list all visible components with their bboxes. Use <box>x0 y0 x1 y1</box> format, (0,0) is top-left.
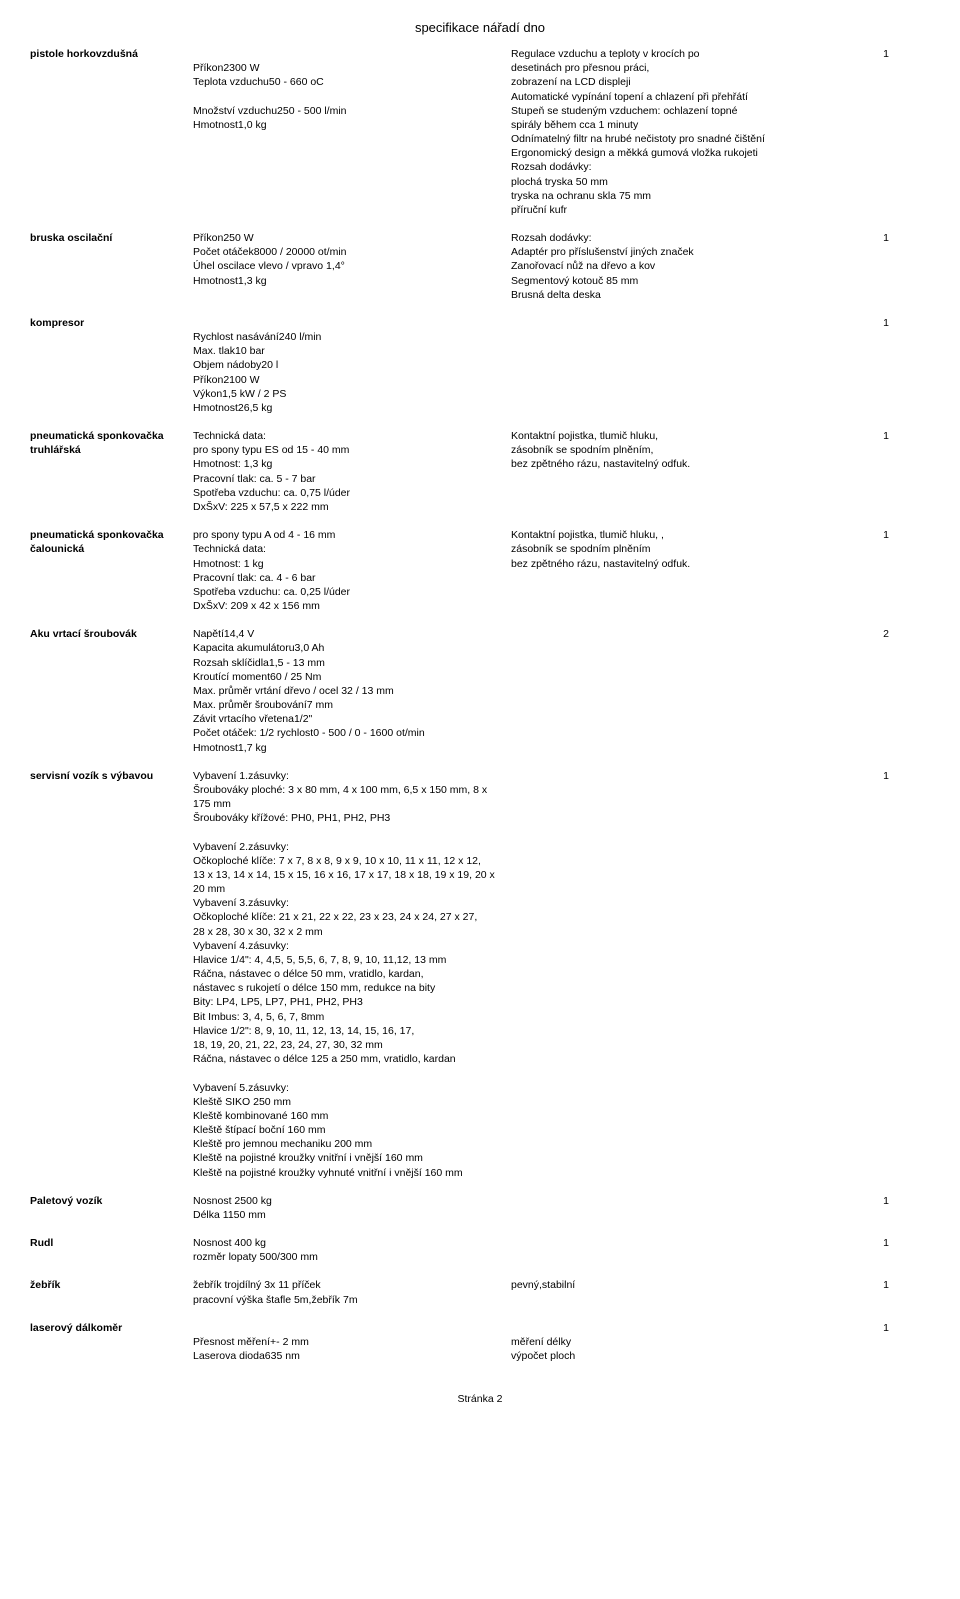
item-name: kompresor <box>30 316 193 415</box>
item-row: žebříkžebřík trojdílný 3x 11 příčekpraco… <box>30 1278 930 1306</box>
item-qty: 1 <box>859 1236 889 1264</box>
item-row: bruska oscilačníPříkon250 WPočet otáček8… <box>30 231 930 302</box>
item-row: pistole horkovzdušná Příkon2300 WTeplota… <box>30 47 930 217</box>
page-header: specifikace nářadí dno <box>30 20 930 35</box>
item-qty: 1 <box>859 1194 889 1222</box>
item-qty: 1 <box>859 1321 889 1364</box>
item-name: Paletový vozík <box>30 1194 193 1222</box>
item-desc <box>511 1194 859 1222</box>
item-qty: 1 <box>859 231 889 302</box>
item-qty: 1 <box>859 1278 889 1306</box>
item-row: Paletový vozíkNosnost 2500 kgDélka 1150 … <box>30 1194 930 1222</box>
item-spec: Vybavení 1.zásuvky:Šroubováky ploché: 3 … <box>193 769 511 1180</box>
item-row: servisní vozík s výbavouVybavení 1.zásuv… <box>30 769 930 1180</box>
item-spec: Příkon250 WPočet otáček8000 / 20000 ot/m… <box>193 231 511 302</box>
item-desc <box>511 769 859 1180</box>
item-name: pneumatická sponkovačka truhlářská <box>30 429 193 514</box>
item-name: laserový dálkoměr <box>30 1321 193 1364</box>
item-row: laserový dálkoměr Přesnost měření+- 2 mm… <box>30 1321 930 1364</box>
item-row: pneumatická sponkovačka čalounickápro sp… <box>30 528 930 613</box>
item-row: pneumatická sponkovačka truhlářskáTechni… <box>30 429 930 514</box>
item-spec: žebřík trojdílný 3x 11 příčekpracovní vý… <box>193 1278 511 1306</box>
item-name: bruska oscilační <box>30 231 193 302</box>
item-qty: 1 <box>859 316 889 415</box>
item-desc: měření délkyvýpočet ploch <box>511 1321 859 1364</box>
page-footer: Stránka 2 <box>30 1393 930 1405</box>
item-spec: Přesnost měření+- 2 mmLaserova dioda635 … <box>193 1321 511 1364</box>
item-name: Rudl <box>30 1236 193 1264</box>
item-spec: Nosnost 2500 kgDélka 1150 mm <box>193 1194 511 1222</box>
item-row: RudlNosnost 400 kgrozměr lopaty 500/300 … <box>30 1236 930 1264</box>
item-name: pneumatická sponkovačka čalounická <box>30 528 193 613</box>
item-row: kompresor Rychlost nasávání240 l/minMax.… <box>30 316 930 415</box>
item-spec: Nosnost 400 kgrozměr lopaty 500/300 mm <box>193 1236 511 1264</box>
item-desc: Rozsah dodávky:Adaptér pro příslušenství… <box>511 231 859 302</box>
item-spec: Rychlost nasávání240 l/minMax. tlak10 ba… <box>193 316 511 415</box>
item-qty: 1 <box>859 47 889 217</box>
item-qty: 1 <box>859 769 889 1180</box>
item-desc <box>511 1236 859 1264</box>
item-desc: Kontaktní pojistka, tlumič hluku, ,zásob… <box>511 528 859 613</box>
item-row: Aku vrtací šroubovákNapětí14,4 VKapacita… <box>30 627 930 755</box>
items-container: pistole horkovzdušná Příkon2300 WTeplota… <box>30 47 930 1363</box>
item-desc: Regulace vzduchu a teploty v krocích pod… <box>511 47 859 217</box>
item-desc <box>511 316 859 415</box>
item-desc: Kontaktní pojistka, tlumič hluku, zásobn… <box>511 429 859 514</box>
item-qty: 1 <box>859 429 889 514</box>
item-spec: Příkon2300 WTeplota vzduchu50 - 660 oC M… <box>193 47 511 217</box>
item-spec: Technická data:pro spony typu ES od 15 -… <box>193 429 511 514</box>
item-desc <box>511 627 859 755</box>
item-spec: pro spony typu A od 4 - 16 mmTechnická d… <box>193 528 511 613</box>
item-name: pistole horkovzdušná <box>30 47 193 217</box>
item-name: Aku vrtací šroubovák <box>30 627 193 755</box>
item-name: žebřík <box>30 1278 193 1306</box>
item-desc: pevný,stabilní <box>511 1278 859 1306</box>
item-qty: 1 <box>859 528 889 613</box>
item-name: servisní vozík s výbavou <box>30 769 193 1180</box>
item-spec: Napětí14,4 VKapacita akumulátoru3,0 AhRo… <box>193 627 511 755</box>
item-qty: 2 <box>859 627 889 755</box>
